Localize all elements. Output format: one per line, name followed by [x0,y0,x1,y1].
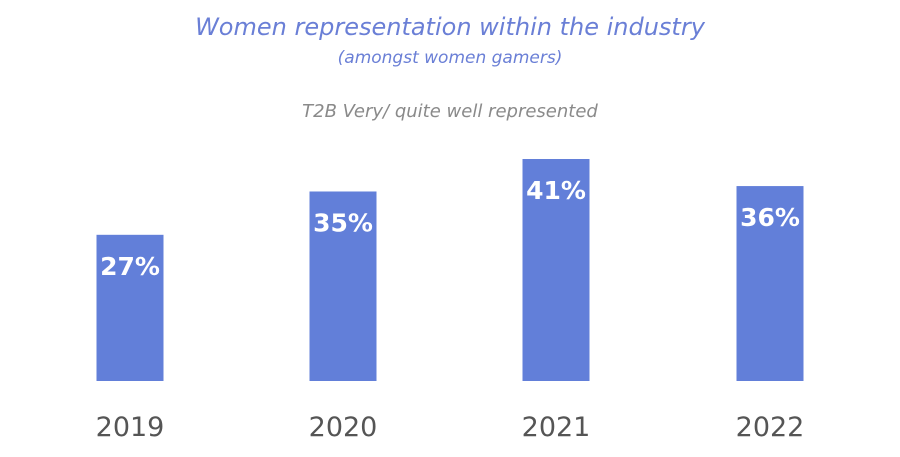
bar-2020 [309,191,377,381]
chart-subtitle: (amongst women gamers) [337,48,563,68]
chart-note: T2B Very/ quite well represented [302,101,598,122]
bar-2021 [522,159,590,381]
chart-title: Women representation within the industry [195,13,705,41]
category-label-2022: 2022 [736,412,805,443]
bar-value-label-2021: 41% [526,176,586,205]
bar-2019 [96,234,164,381]
category-label-2019: 2019 [96,412,165,443]
bar-value-label-2019: 27% [100,252,160,281]
bar-value-label-2020: 35% [313,208,373,237]
bar-2022 [736,186,804,381]
category-label-2020: 2020 [309,412,378,443]
bar-value-label-2022: 36% [740,203,800,232]
category-label-2021: 2021 [522,412,591,443]
